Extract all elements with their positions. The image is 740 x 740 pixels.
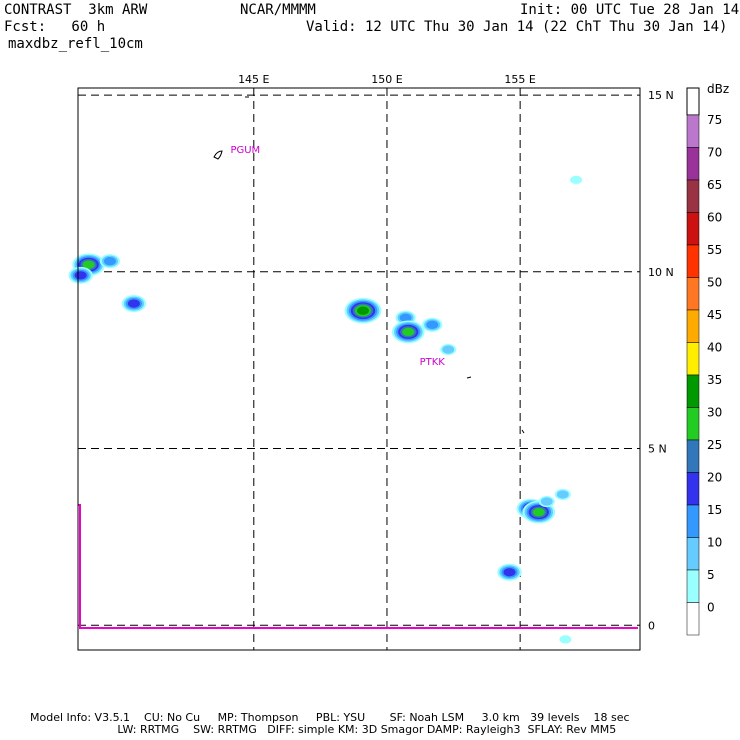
footer-physics-info: LW: RRTMG SW: RRTMG DIFF: simple KM: 3D … bbox=[30, 723, 617, 736]
lat-tick-label: 15 N bbox=[648, 89, 674, 102]
lon-tick-label: 145 E bbox=[238, 73, 269, 86]
echo-contour bbox=[103, 257, 116, 266]
lat-lon-grid bbox=[78, 88, 640, 650]
echo-cell bbox=[554, 488, 571, 501]
colorbar-swatch bbox=[686, 277, 700, 311]
colorbar-label: 45 bbox=[707, 308, 722, 322]
colorbar-swatch bbox=[686, 147, 700, 181]
colorbar-label: 55 bbox=[707, 243, 722, 257]
colorbar-swatch bbox=[686, 244, 700, 278]
lon-tick-label: 155 E bbox=[504, 73, 535, 86]
lat-tick-label: 0 bbox=[648, 619, 655, 632]
colorbar-label: 70 bbox=[707, 146, 722, 160]
echo-contour bbox=[570, 175, 583, 185]
colorbar-label: 35 bbox=[707, 373, 722, 387]
echo-contour bbox=[357, 306, 369, 315]
colorbar-swatch bbox=[686, 407, 700, 441]
colorbar-swatch bbox=[686, 537, 700, 571]
colorbar-label: 0 bbox=[707, 601, 715, 615]
colorbar-label: 30 bbox=[707, 406, 722, 420]
map-background bbox=[78, 88, 640, 650]
colorbar-label: 20 bbox=[707, 471, 722, 485]
coastline-chuuk bbox=[466, 376, 472, 379]
lat-tick-label: 10 N bbox=[648, 266, 674, 279]
map-frame bbox=[77, 87, 641, 651]
lat-tick-label: 5 N bbox=[648, 443, 667, 456]
colorbar-label: 60 bbox=[707, 211, 722, 225]
echo-cell bbox=[497, 563, 522, 581]
colorbar-unit: dBz bbox=[707, 82, 729, 96]
station-label: PGUM bbox=[230, 145, 260, 156]
colorbar-label: 40 bbox=[707, 341, 722, 355]
init-time: Init: 00 UTC Tue 28 Jan 14 bbox=[520, 2, 740, 18]
org-label: NCAR/MMMM bbox=[240, 2, 316, 18]
colorbar-label: 5 bbox=[707, 568, 715, 582]
echo-cell bbox=[391, 320, 425, 344]
echo-cell bbox=[559, 635, 572, 644]
domain-boundary bbox=[78, 504, 638, 629]
colorbar-swatch bbox=[686, 439, 700, 473]
echo-contour bbox=[540, 497, 553, 506]
colorbar-swatch bbox=[686, 212, 700, 246]
colorbar-cap bbox=[686, 87, 700, 116]
reflectivity-map: PGUM PTKK 145 E 150 E 155 E 0 5 N 10 N 15 N dBz… bbox=[68, 73, 729, 651]
echo-cell bbox=[68, 266, 93, 284]
colorbar-label: 65 bbox=[707, 178, 722, 192]
echo-cell bbox=[344, 297, 382, 324]
station-label: PTKK bbox=[420, 357, 446, 368]
forecast-hour: Fcst: 60 h bbox=[4, 19, 106, 35]
echo-contour bbox=[442, 345, 455, 354]
colorbar-swatch bbox=[686, 374, 700, 408]
colorbar-swatch bbox=[686, 569, 700, 603]
colorbar-label: 15 bbox=[707, 503, 722, 517]
echo-contour bbox=[503, 568, 516, 577]
echo-cell bbox=[121, 295, 147, 313]
colorbar-swatch bbox=[686, 602, 700, 636]
colorbar-label: 50 bbox=[707, 276, 722, 290]
echo-cell bbox=[422, 317, 443, 332]
echo-contour bbox=[82, 260, 95, 269]
echo-contour bbox=[532, 508, 545, 517]
echo-cell bbox=[99, 254, 121, 269]
coastline-guam bbox=[213, 150, 223, 160]
footer-model-info: Model Info: V3.5.1 CU: No Cu MP: Thompso… bbox=[30, 711, 630, 724]
echo-contour bbox=[556, 490, 569, 499]
axis-labels: 145 E 150 E 155 E 0 5 N 10 N 15 N bbox=[238, 73, 674, 632]
lon-tick-label: 150 E bbox=[371, 73, 402, 86]
colorbar-swatch bbox=[686, 504, 700, 538]
colorbar-label: 25 bbox=[707, 438, 722, 452]
valid-time: Valid: 12 UTC Thu 30 Jan 14 (22 ChT Thu … bbox=[306, 19, 728, 35]
colorbar-swatch bbox=[686, 342, 700, 376]
echo-contour bbox=[399, 313, 412, 322]
echo-contour bbox=[402, 327, 415, 337]
colorbar-swatch bbox=[686, 179, 700, 213]
station-markers: PGUM PTKK bbox=[230, 145, 445, 368]
echo-contour bbox=[559, 635, 572, 644]
colorbar-swatch bbox=[686, 309, 700, 343]
echo-contour bbox=[426, 320, 439, 329]
echo-contour bbox=[127, 299, 140, 308]
echo-cell bbox=[538, 495, 555, 508]
colorbar-swatch bbox=[686, 114, 700, 148]
colorbar-label: 10 bbox=[707, 536, 722, 550]
echo-contour bbox=[74, 271, 87, 280]
echo-cell bbox=[440, 343, 457, 356]
reflectivity-echoes bbox=[68, 175, 583, 644]
field-name: maxdbz_refl_10cm bbox=[8, 36, 143, 52]
colorbar-label: 75 bbox=[707, 113, 722, 127]
colorbar-swatch bbox=[686, 472, 700, 506]
echo-cell bbox=[570, 175, 583, 185]
coastline-pohnpei bbox=[521, 429, 525, 434]
model-title: CONTRAST 3km ARW bbox=[4, 2, 148, 18]
